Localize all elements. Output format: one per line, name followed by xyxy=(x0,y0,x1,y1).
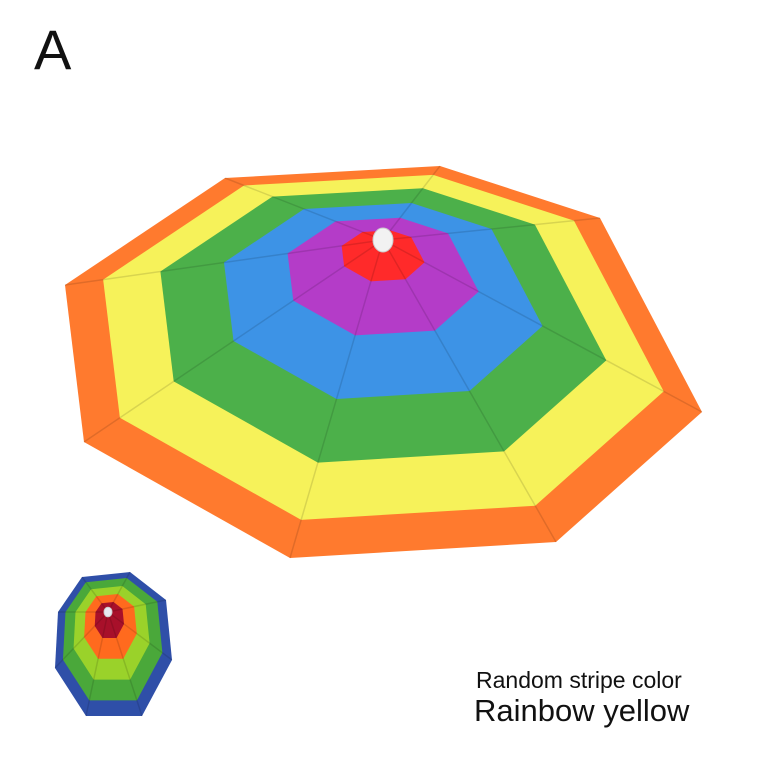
umbrella-rib xyxy=(382,239,557,543)
umbrella-rib xyxy=(224,177,384,241)
umbrella-rib xyxy=(107,611,143,717)
umbrella-rib xyxy=(382,217,601,241)
variant-label: A xyxy=(34,18,72,81)
umbrella-rib xyxy=(382,165,441,241)
umbrella-stripe-5 xyxy=(94,602,124,638)
umbrella-rib xyxy=(289,239,384,559)
umbrella-rib xyxy=(64,239,384,286)
umbrella-knob xyxy=(372,227,394,253)
umbrella-knob xyxy=(103,606,113,618)
umbrella-rib xyxy=(107,571,131,613)
umbrella-rib xyxy=(107,599,167,613)
caption-random-stripe: Random stripe color xyxy=(476,667,682,693)
caption-color-name: Rainbow yellow xyxy=(474,693,690,728)
umbrella-rib xyxy=(54,611,109,669)
umbrella-rib xyxy=(107,611,173,661)
umbrella-rib xyxy=(382,239,703,413)
umbrella-rib xyxy=(83,239,384,443)
umbrella-rib xyxy=(85,611,109,717)
main-umbrella xyxy=(64,165,703,559)
umbrella-stripe-6 xyxy=(341,230,425,282)
thumbnail-umbrella xyxy=(54,571,173,717)
umbrella-rib xyxy=(81,576,109,613)
